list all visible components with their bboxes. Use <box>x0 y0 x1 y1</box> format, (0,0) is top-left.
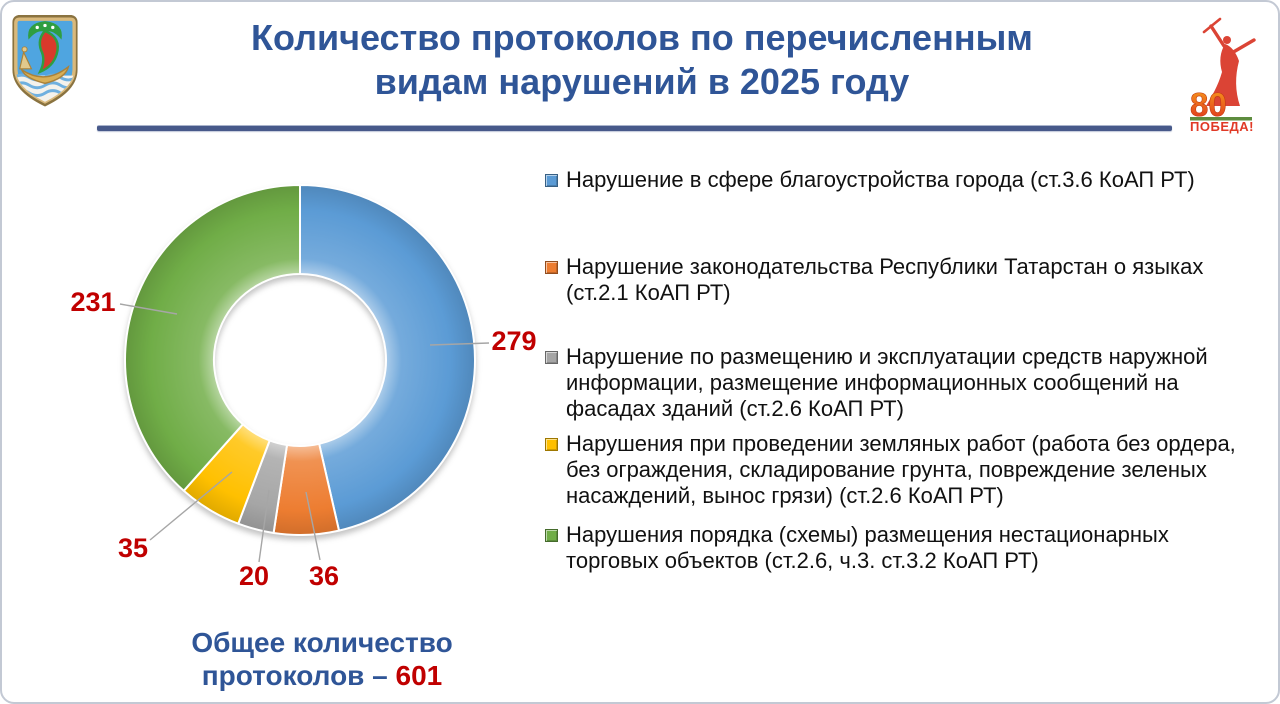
city-coat-of-arms-icon <box>12 15 78 107</box>
legend-item: Нарушение законодательства Республики Та… <box>545 254 1240 306</box>
label-leader-line <box>149 471 233 541</box>
legend-label: Нарушение законодательства Республики Та… <box>566 254 1204 305</box>
legend-swatch-icon <box>545 529 558 542</box>
label-leader-line <box>258 489 270 563</box>
legend-item: Нарушение по размещению и эксплуатации с… <box>545 344 1240 422</box>
legend-item: Нарушение в сфере благоустройства города… <box>545 167 1240 193</box>
motherland-statue-icon <box>1202 17 1256 106</box>
slice-value-label: 279 <box>491 326 536 356</box>
slice-value-label: 231 <box>70 287 115 317</box>
legend-swatch-icon <box>545 174 558 187</box>
legend-label: Нарушение в сфере благоустройства города… <box>566 167 1195 192</box>
victory-caption: ПОБЕДА! <box>1190 119 1254 134</box>
legend-item: Нарушения порядка (схемы) размещения нес… <box>545 522 1240 574</box>
label-leader-line <box>119 303 178 315</box>
legend-swatch-icon <box>545 351 558 364</box>
donut-slice <box>124 184 301 492</box>
legend-label: Нарушения порядка (схемы) размещения нес… <box>566 522 1169 573</box>
legend-label: Нарушения при проведении земляных работ … <box>566 431 1236 508</box>
slice-value-label: 20 <box>239 561 269 591</box>
slice-value-label: 35 <box>118 533 148 563</box>
label-leader-line <box>429 342 490 346</box>
legend-item: Нарушения при проведении земляных работ … <box>545 431 1240 509</box>
label-leader-line <box>305 491 321 561</box>
total-protocols-label: Общее количество протоколов – <box>191 627 453 691</box>
chart-legend: Нарушение в сфере благоустройства города… <box>545 2 1245 702</box>
legend-label: Нарушение по размещению и эксплуатации с… <box>566 344 1208 421</box>
donut-chart: 279 36 20 35 231 <box>70 184 537 591</box>
total-protocols-value: 601 <box>395 660 443 691</box>
total-protocols-note: Общее количество протоколов – 601 <box>122 626 522 692</box>
victory-80-logo: 80 ПОБЕДА! <box>1190 17 1256 134</box>
page-title: Количество протоколов по перечисленным в… <box>251 17 1033 102</box>
legend-swatch-icon <box>545 261 558 274</box>
donut-slice <box>299 184 476 532</box>
legend-swatch-icon <box>545 438 558 451</box>
slice-value-label: 36 <box>309 561 339 591</box>
victory-green-band <box>1190 117 1252 121</box>
title-underline <box>97 125 1172 131</box>
